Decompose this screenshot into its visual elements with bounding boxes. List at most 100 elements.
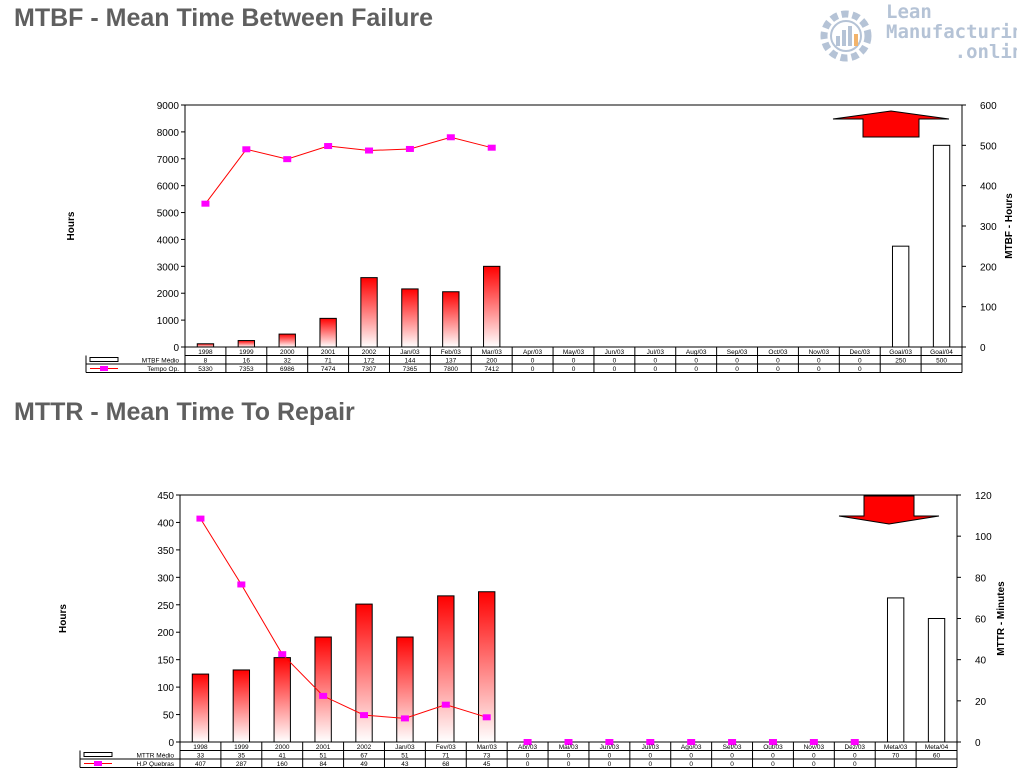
mtbf-left-tick-label: 5000: [157, 209, 180, 220]
mttr-bar-value-label: 73: [483, 753, 491, 760]
mttr-bar: [478, 591, 496, 743]
mtbf-line-marker: [405, 145, 414, 152]
mttr-line-marker: [278, 651, 287, 658]
mtbf-title: MTBF - Mean Time Between Failure: [14, 4, 434, 32]
mttr-bar-value-label: 0: [771, 753, 775, 760]
mtbf-line-value-label: 0: [735, 366, 739, 373]
mtbf-category-label: Aug/03: [686, 349, 707, 356]
mttr-line-marker: [564, 739, 573, 745]
mtbf-bar-value-label: 250: [895, 358, 906, 365]
mtbf-line-value-label: 7353: [239, 366, 254, 373]
mttr-down-arrow-icon: [838, 495, 940, 525]
mtbf-line-marker: [446, 134, 455, 141]
mtbf-left-tick-label: 7000: [157, 155, 180, 166]
mtbf-bar-value-label: 137: [445, 358, 456, 365]
mtbf-right-tick-label: 400: [980, 182, 997, 193]
mtbf-bar: [401, 288, 419, 348]
mtbf-bar: [360, 277, 378, 348]
mttr-category-label: Meta/03: [884, 744, 908, 751]
mttr-category-label: 1998: [193, 744, 208, 751]
mttr-line-value-label: 49: [360, 761, 368, 768]
mttr-legend-line-marker: [94, 761, 102, 766]
mtbf-legend-line-label: Tempo Op.: [147, 366, 179, 373]
mttr-left-tick-label: 300: [157, 573, 174, 584]
mtbf-bar-value-label: 0: [653, 358, 657, 365]
mtbf-line-marker: [365, 147, 374, 154]
mtbf-category-label: Jul/03: [647, 349, 665, 356]
mttr-line-marker: [646, 739, 655, 745]
mtbf-bar-value-label: 71: [325, 358, 333, 365]
mtbf-line-value-label: 7412: [484, 366, 499, 373]
mttr-plot-frame: [179, 494, 958, 743]
mtbf-bar-value-label: 32: [284, 358, 292, 365]
mttr-line-value-label: 0: [730, 761, 734, 768]
logo-line-1: Lean: [886, 1, 932, 23]
mtbf-line-value-label: 7474: [321, 366, 336, 373]
mttr-category-label: Dez/03: [844, 744, 865, 751]
mttr-legend-bar-label: MTTR Médio: [136, 753, 174, 760]
mttr-line-value-label: 160: [277, 761, 288, 768]
mtbf-category-label: Oct/03: [768, 349, 788, 356]
mttr-line-value-label: 0: [526, 761, 530, 768]
mttr-left-tick-label: 200: [157, 628, 174, 639]
mtbf-bar: [196, 343, 215, 348]
mtbf-line-marker: [283, 156, 292, 163]
mtbf-bar-value-label: 200: [486, 358, 497, 365]
mttr-category-label: 2000: [275, 744, 290, 751]
mttr-bar-value-label: 0: [853, 753, 857, 760]
mtbf-bar: [319, 317, 337, 348]
mtbf-bar-value-label: 500: [936, 358, 947, 365]
mttr-left-tick-label: 100: [157, 683, 174, 694]
gear-chart-logo-icon: [820, 10, 872, 62]
mtbf-category-label: Dec/03: [849, 349, 870, 356]
mtbf-right-tick-label: 300: [980, 222, 997, 233]
mttr-bar: [437, 595, 455, 743]
lean-manufacturing-logo: Lean Manufacturing .online: [818, 0, 1017, 70]
mttr-right-tick-label: 20: [975, 697, 987, 708]
mttr-left-tick-label: 450: [157, 491, 174, 502]
mtbf-right-tick-label: 200: [980, 262, 997, 273]
mtbf-category-label: Jan/03: [400, 349, 420, 356]
mttr-category-label: 2002: [357, 744, 372, 751]
mttr-bar-value-label: 0: [812, 753, 816, 760]
mtbf-left-tick-label: 1000: [157, 316, 180, 327]
mttr-bar-value-label: 51: [401, 753, 409, 760]
mtbf-line-value-label: 0: [776, 366, 780, 373]
mttr-category-label: Nov/03: [804, 744, 825, 751]
mttr-line-marker: [605, 739, 614, 745]
mttr-bar: [273, 657, 291, 743]
mttr-category-label: Mar/03: [477, 744, 498, 751]
mtbf-line-value-label: 6986: [280, 366, 295, 373]
mtbf-line-value-label: 7800: [444, 366, 459, 373]
mttr-bar-value-label: 33: [197, 753, 205, 760]
mtbf-legend-line-marker: [100, 366, 108, 371]
mtbf-chart: 0100020003000400050006000700080009000010…: [66, 101, 1015, 373]
mttr-line-marker: [319, 692, 328, 699]
mtbf-bar-value-label: 0: [694, 358, 698, 365]
mtbf-category-label: 2002: [362, 349, 377, 356]
mtbf-bar: [442, 291, 460, 348]
mtbf-series-line: [205, 136, 492, 204]
mttr-left-tick-label: 350: [157, 546, 174, 557]
mttr-left-tick-label: 150: [157, 656, 174, 667]
mttr-line-value-label: 0: [689, 761, 693, 768]
mttr-bar: [927, 618, 946, 743]
logo-text: Lean Manufacturing .online: [886, 2, 1017, 62]
mtbf-category-label: Goal/04: [930, 349, 953, 356]
mtbf-line-value-label: 0: [613, 366, 617, 373]
mttr-category-label: Jun/03: [600, 744, 620, 751]
mttr-line-marker: [360, 712, 369, 719]
mttr-category-label: Ago/03: [681, 744, 702, 751]
mttr-bar-value-label: 41: [279, 753, 287, 760]
mtbf-bar: [932, 144, 951, 348]
mttr-line-marker: [237, 581, 246, 588]
mtbf-category-label: Nov/03: [809, 349, 830, 356]
mttr-right-tick-label: 40: [975, 656, 987, 667]
mtbf-left-tick-label: 0: [173, 343, 179, 354]
mtbf-plot-frame: [184, 104, 963, 348]
mttr-bar: [886, 597, 905, 743]
mttr-line-value-label: 0: [648, 761, 652, 768]
mttr-right-tick-label: 60: [975, 615, 987, 626]
mtbf-legend-bar-label: MTBF Médio: [142, 358, 180, 365]
mttr-category-label: Jul/03: [642, 744, 660, 751]
